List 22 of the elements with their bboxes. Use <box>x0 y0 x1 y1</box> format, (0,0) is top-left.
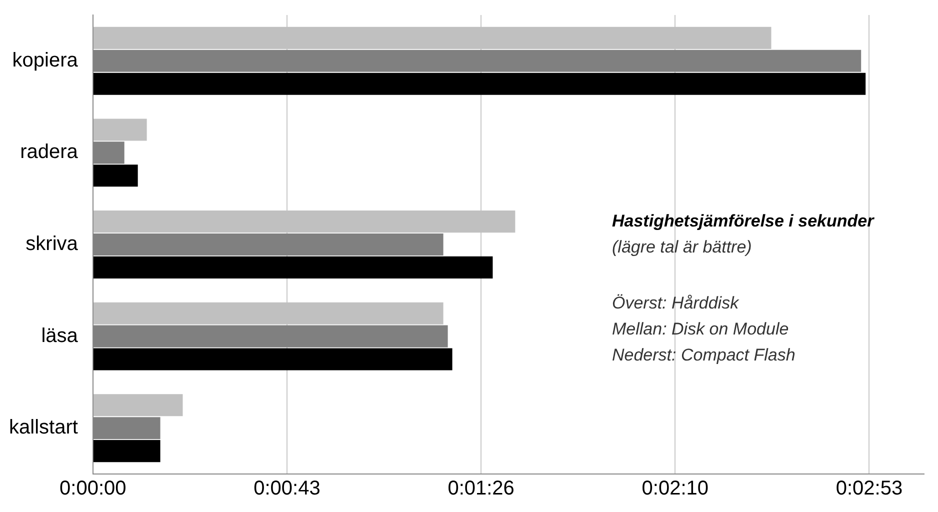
y-tick-label: läsa <box>41 324 79 347</box>
annotation: (lägre tal är bättre) <box>612 238 752 257</box>
y-tick-label: radera <box>20 141 79 164</box>
bar <box>93 118 147 141</box>
x-tick-label: 0:00:43 <box>254 478 320 500</box>
annotation: Mellan: Disk on Module <box>612 320 789 339</box>
annotation: Överst: Hårddisk <box>612 294 740 313</box>
annotation: Hastighetsjämförelse i sekunder <box>612 212 876 231</box>
x-tick-label: 0:01:26 <box>448 478 514 500</box>
x-tick-label: 0:02:10 <box>642 478 708 500</box>
x-tick-label: 0:02:53 <box>836 478 903 500</box>
y-tick-label: kallstart <box>9 416 78 439</box>
bar <box>93 164 138 187</box>
bar <box>93 394 183 416</box>
x-tick-label: 0:00:00 <box>60 478 126 500</box>
bar <box>93 440 160 462</box>
annotation: Nederst: Compact Flash <box>612 346 796 365</box>
bar <box>93 256 493 278</box>
y-tick-label: kopiera <box>12 49 79 72</box>
bar <box>93 72 866 95</box>
bar <box>93 348 452 370</box>
y-tick-label: skriva <box>26 233 79 256</box>
